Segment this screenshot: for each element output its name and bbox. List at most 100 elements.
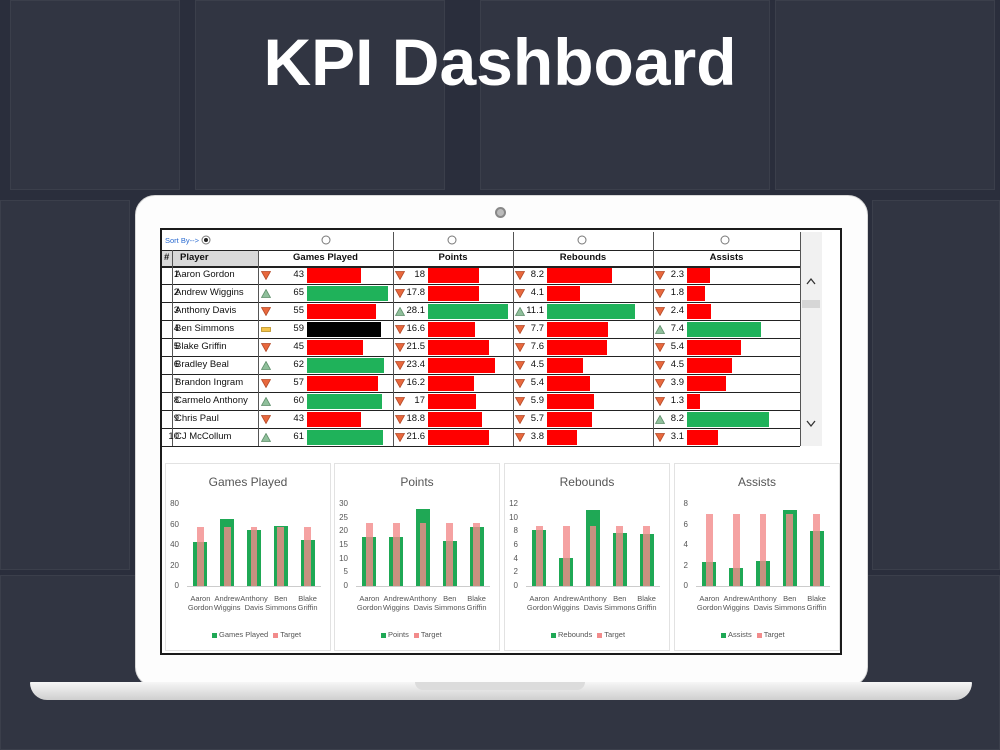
down-triangle xyxy=(261,343,271,352)
background-panel xyxy=(480,0,770,190)
scroll-arrows xyxy=(806,277,816,428)
column-header: Rebounds xyxy=(559,252,607,263)
up-triangle xyxy=(395,307,405,316)
column-header: Games Played xyxy=(293,252,358,263)
down-triangle xyxy=(515,343,525,352)
down-triangle xyxy=(515,289,525,298)
value-bar xyxy=(307,322,381,337)
player-cell: Andrew Wiggins xyxy=(175,287,244,298)
value-cell: 60 xyxy=(293,395,304,406)
value-bar xyxy=(687,304,711,319)
status-indicator xyxy=(395,379,405,388)
table-grid-line xyxy=(162,266,800,268)
background-panel xyxy=(195,0,445,190)
status-indicator xyxy=(395,397,405,406)
down-triangle xyxy=(395,343,405,352)
status-indicator xyxy=(261,415,271,424)
x-tick-label: Ben Simmons xyxy=(604,594,636,612)
rank-cell: 2 xyxy=(173,287,179,298)
table-grid-line xyxy=(162,320,800,321)
bar xyxy=(223,526,231,586)
header-band xyxy=(162,250,258,266)
status-indicator xyxy=(655,325,665,334)
bar xyxy=(759,514,767,586)
value-bar xyxy=(307,394,382,409)
status-indicator xyxy=(515,307,525,316)
value-bar xyxy=(428,376,475,391)
status-indicator xyxy=(655,415,665,424)
y-tick-label: 10 xyxy=(509,512,518,522)
up-triangle xyxy=(655,325,665,334)
value-bar xyxy=(428,304,508,319)
value-cell: 4.1 xyxy=(530,287,544,298)
table-grid-line xyxy=(800,232,801,446)
rank-cell: 5 xyxy=(173,341,179,352)
table-grid-line xyxy=(162,302,800,303)
value-bar xyxy=(687,430,718,445)
status-indicator xyxy=(261,433,271,442)
status-indicator xyxy=(515,289,525,298)
y-tick-label: 4 xyxy=(683,540,688,549)
legend-swatch xyxy=(381,633,386,638)
value-cell: 16.2 xyxy=(406,377,426,388)
down-triangle xyxy=(515,271,525,280)
flat-marker xyxy=(261,327,271,332)
legend-swatch xyxy=(413,633,419,638)
down-triangle xyxy=(655,361,665,370)
x-tick-label: Andrew Wiggins xyxy=(722,594,750,612)
bar xyxy=(813,514,821,586)
down-triangle xyxy=(395,289,405,298)
value-cell: 2.4 xyxy=(670,305,684,316)
player-cell: CJ McCollum xyxy=(175,431,232,442)
down-triangle xyxy=(515,325,525,334)
rank-cell: 3 xyxy=(173,305,179,316)
x-tick-label: Anthony Davis xyxy=(240,594,268,612)
value-bar xyxy=(307,286,388,301)
value-bar xyxy=(428,412,482,427)
y-tick-label: 40 xyxy=(170,540,179,549)
radio-dot xyxy=(204,238,208,242)
status-indicator xyxy=(655,289,665,298)
legend-swatch xyxy=(756,633,762,638)
value-bar xyxy=(547,268,612,283)
sort-radio xyxy=(577,235,587,245)
y-tick-label: 15 xyxy=(339,540,348,549)
down-triangle xyxy=(261,271,271,280)
column-header: Points xyxy=(438,252,468,263)
y-tick-label: 25 xyxy=(339,512,348,522)
down-triangle xyxy=(655,307,665,316)
sort-radio xyxy=(720,235,730,245)
value-bar xyxy=(307,412,361,427)
value-bar xyxy=(307,304,376,319)
table-grid-line xyxy=(162,284,800,285)
status-indicator xyxy=(261,343,271,352)
down-triangle xyxy=(261,379,271,388)
column-header: Assists xyxy=(709,252,744,263)
y-tick-label: 10 xyxy=(339,553,348,563)
status-indicator xyxy=(395,307,405,316)
x-tick-label: Ben Simmons xyxy=(265,594,297,612)
y-tick-label: 6 xyxy=(683,519,688,529)
down-triangle xyxy=(395,325,405,334)
down-triangle xyxy=(395,379,405,388)
y-tick-label: 0 xyxy=(513,581,518,590)
status-indicator xyxy=(515,379,525,388)
value-cell: 16.6 xyxy=(406,323,426,334)
x-tick-label: Blake Griffin xyxy=(636,594,657,612)
value-bar xyxy=(547,322,609,337)
value-bar xyxy=(428,340,490,355)
bar xyxy=(535,525,543,586)
value-bar xyxy=(687,358,732,373)
status-indicator xyxy=(261,397,271,406)
up-triangle xyxy=(515,307,525,316)
chart-title: Points xyxy=(400,475,434,489)
x-tick-label: Anthony Davis xyxy=(409,594,437,612)
value-bar xyxy=(687,286,705,301)
status-indicator xyxy=(515,433,525,442)
player-cell: Chris Paul xyxy=(175,413,219,424)
x-axis-line xyxy=(526,586,660,587)
status-indicator xyxy=(261,289,271,298)
y-tick-label: 5 xyxy=(343,567,348,577)
value-cell: 21.5 xyxy=(406,341,426,352)
legend-label: Target xyxy=(604,630,626,639)
